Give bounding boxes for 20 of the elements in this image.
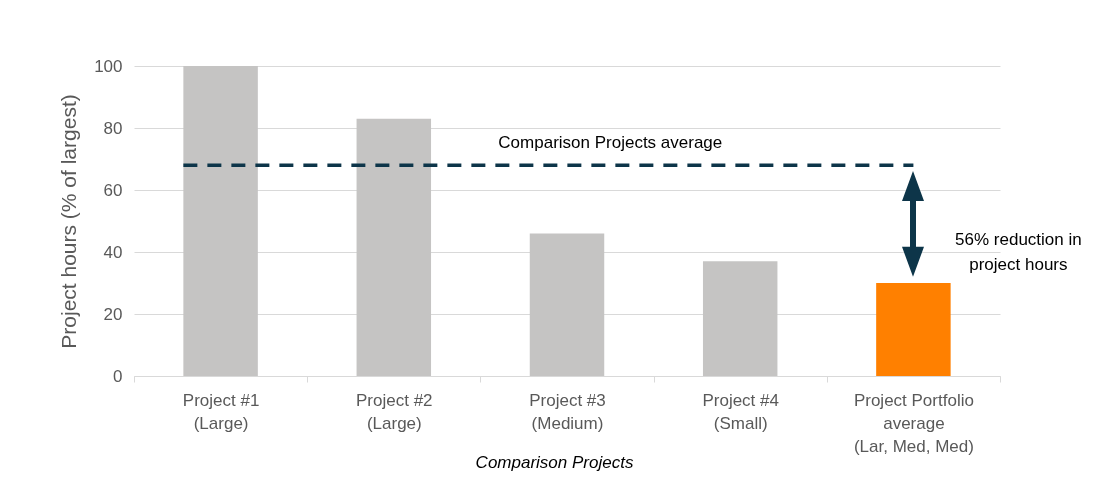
x-tick-label: Project #2 (Large) — [356, 390, 433, 433]
y-tick-label: 100 — [94, 56, 123, 76]
bar — [356, 118, 432, 376]
y-tick-label: 20 — [103, 304, 123, 324]
y-axis-title: Project hours (% of largest) — [57, 94, 81, 349]
y-tick-label: 40 — [103, 242, 123, 262]
x-axis-title: Comparison Projects — [475, 452, 634, 472]
bar — [702, 261, 778, 376]
bar — [876, 283, 951, 376]
x-tick-label: Project #3 (Medium) — [529, 390, 606, 433]
y-tick-label: 80 — [103, 118, 123, 138]
x-tick-label: Project #4 (Small) — [702, 390, 779, 433]
y-tick-label: 60 — [103, 180, 123, 200]
ref-line-label: Comparison Projects average — [498, 133, 723, 153]
annotation: 56% reduction in project hours — [954, 229, 1083, 277]
bar — [183, 66, 258, 376]
bar — [529, 233, 605, 376]
y-tick-label: 0 — [113, 366, 123, 386]
x-tick-label: Project #1 (Large) — [182, 390, 260, 433]
x-tick-label: Project Portfolio average (Lar, Med, Med) — [853, 390, 974, 456]
